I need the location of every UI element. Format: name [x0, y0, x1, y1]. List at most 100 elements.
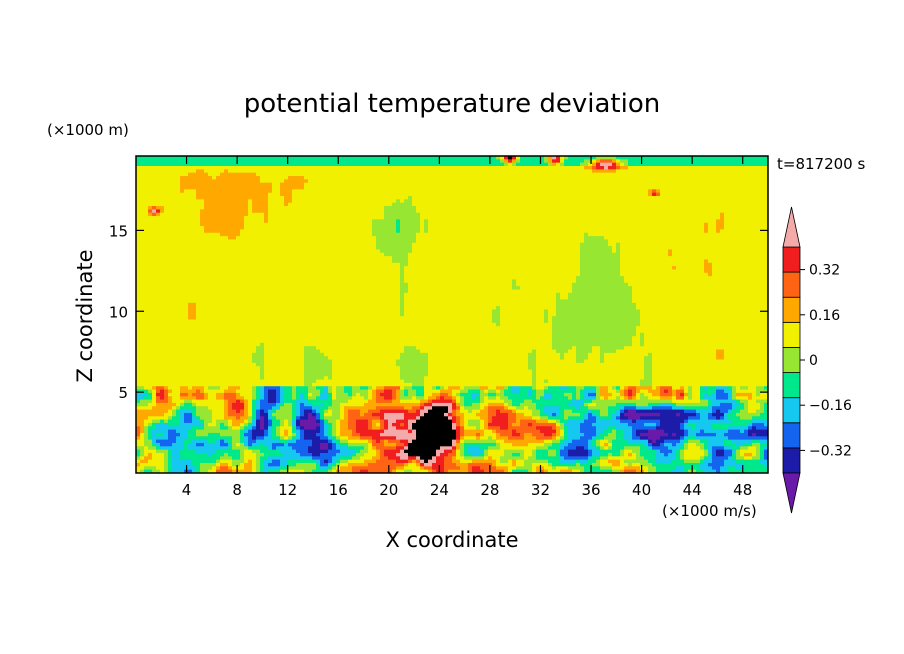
contour-cell [156, 432, 165, 437]
contour-cell [260, 402, 277, 407]
contour-cell [616, 426, 633, 431]
contour-cell [352, 452, 357, 457]
contour-cell [544, 442, 553, 447]
contour-cell [544, 319, 549, 324]
contour-cell [312, 382, 413, 387]
contour-cell [736, 406, 745, 411]
contour-cell [608, 426, 617, 431]
contour-cell [748, 402, 761, 407]
contour-cell [140, 459, 149, 464]
contour-cell [400, 376, 425, 381]
contour-cell [240, 232, 373, 237]
contour-cell [584, 419, 597, 424]
contour-cell [596, 389, 601, 394]
contour-cell [184, 189, 197, 194]
contour-cell [672, 442, 677, 447]
contour-cell [144, 456, 153, 461]
contour-cell [672, 459, 685, 464]
contour-cell [500, 396, 509, 401]
contour-cell [592, 456, 601, 461]
contour-cell [376, 399, 393, 404]
contour-cell [260, 366, 265, 371]
contour-cell [728, 469, 768, 473]
contour-cell [584, 469, 613, 473]
contour-cell [640, 436, 649, 441]
contour-cell [712, 466, 721, 471]
contour-cell [224, 399, 229, 404]
contour-cell [696, 469, 705, 473]
contour-cell [144, 432, 149, 437]
contour-cell [324, 352, 401, 357]
contour-cell [728, 426, 749, 431]
contour-cell [672, 406, 685, 411]
contour-cell [620, 469, 625, 473]
contour-cell [600, 462, 613, 467]
contour-cell [184, 446, 189, 451]
contour-cell [408, 452, 437, 457]
contour-cell [400, 279, 405, 284]
contour-cell [720, 416, 725, 421]
contour-cell [604, 446, 609, 451]
contour-cell [624, 412, 661, 417]
contour-cell [400, 282, 409, 287]
contour-cell [216, 419, 229, 424]
contour-cell [372, 392, 377, 397]
contour-cell [280, 462, 289, 467]
contour-cell [216, 176, 261, 180]
contour-cell [752, 416, 768, 421]
contour-cell [632, 429, 637, 434]
contour-cell [756, 446, 761, 451]
contour-cell [180, 456, 221, 461]
contour-cell [200, 419, 205, 424]
contour-cell [696, 442, 705, 447]
contour-cell [324, 459, 329, 464]
contour-cell [584, 159, 593, 164]
contour-cell [576, 459, 581, 464]
contour-cell [136, 166, 585, 170]
contour-cell [220, 439, 225, 444]
contour-cell [252, 406, 257, 411]
contour-cell [748, 396, 753, 401]
contour-cell [400, 296, 405, 301]
contour-cell [480, 422, 485, 427]
contour-cell [640, 432, 669, 437]
contour-cell [584, 389, 597, 394]
contour-cell [696, 426, 713, 431]
contour-cell [512, 286, 521, 291]
contour-cell [164, 462, 169, 467]
contour-cell [252, 469, 257, 473]
contour-cell [620, 389, 625, 394]
contour-cell [416, 429, 457, 434]
contour-cell [376, 396, 385, 401]
colorbar-box [782, 296, 801, 323]
contour-cell [464, 456, 485, 461]
contour-cell [560, 432, 565, 437]
contour-cell [268, 432, 273, 437]
contour-cell [400, 456, 409, 461]
contour-cell [516, 419, 521, 424]
contour-cell [296, 462, 317, 467]
contour-cell [732, 392, 737, 397]
contour-cell [292, 199, 397, 204]
contour-cell [248, 442, 253, 447]
contour-cell [312, 452, 321, 457]
contour-cell [136, 382, 305, 387]
contour-cell [136, 226, 205, 231]
contour-cell [536, 379, 545, 384]
contour-cell [592, 162, 597, 167]
contour-cell [744, 402, 749, 407]
contour-cell [524, 449, 533, 454]
contour-cell [300, 419, 317, 424]
contour-cell [632, 432, 637, 437]
contour-cell [196, 406, 209, 411]
contour-cell [228, 236, 237, 241]
contour-cell [136, 352, 253, 357]
contour-cell [560, 456, 565, 461]
x-tick-label: 28 [480, 481, 499, 499]
contour-cell [276, 392, 281, 397]
contour-cell [368, 399, 377, 404]
contour-cell [252, 206, 269, 210]
contour-cell [188, 442, 197, 447]
contour-cell [252, 359, 265, 364]
contour-cell [536, 449, 549, 454]
